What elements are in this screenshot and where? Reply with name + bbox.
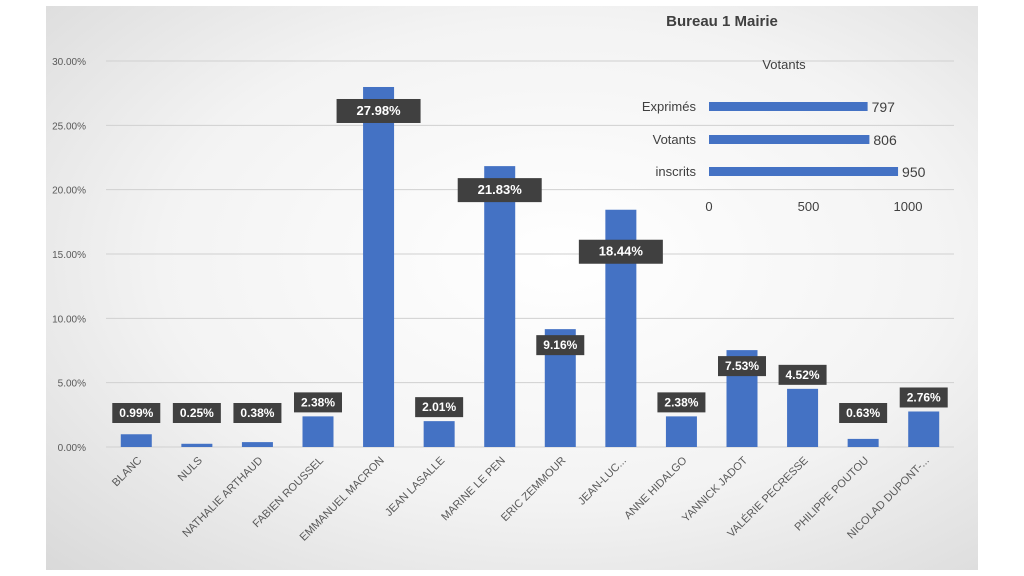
y-tick-label: 5.00% (58, 379, 86, 390)
data-label-box (457, 178, 542, 203)
inset-title: Votants (762, 57, 806, 72)
data-label: 2.38% (301, 395, 335, 409)
chart-area: 0.00% 5.00% 10.00% 15.00% 20.00% 25.00% 30.00%… (46, 6, 978, 570)
data-label: 4.52% (786, 368, 820, 382)
bar (787, 388, 819, 447)
inset-bar (709, 135, 870, 144)
inset-value-label: 950 (902, 164, 926, 180)
data-label-box (778, 364, 827, 385)
bar (484, 166, 516, 447)
data-label-box (112, 403, 161, 423)
data-label: 2.38% (664, 395, 698, 409)
y-tick-label: 15.00% (52, 250, 86, 261)
bar (847, 438, 879, 447)
bar (363, 86, 395, 448)
bar (423, 421, 455, 447)
inset-x-tick-label: 0 (705, 199, 712, 214)
chart-svg: 0.00% 5.00% 10.00% 15.00% 20.00% 25.00% 30.00%… (52, 13, 954, 544)
y-tick-label: 20.00% (52, 186, 86, 197)
data-label-box (294, 392, 342, 413)
data-label: 2.76% (907, 390, 941, 404)
x-tick-label: NULS (176, 455, 205, 484)
bar (181, 443, 213, 447)
data-label-box (336, 98, 421, 123)
inset-bar (709, 167, 899, 176)
inset-bars (709, 102, 899, 176)
inset-value-label: 806 (873, 132, 897, 148)
data-label-box (899, 387, 948, 408)
data-label: 21.83% (478, 182, 523, 197)
inset-category-label: inscrits (656, 164, 697, 179)
main-gridlines (106, 60, 954, 448)
data-label-box (233, 403, 282, 423)
data-label-box (657, 392, 706, 413)
data-label: 7.53% (725, 359, 759, 373)
bar (302, 416, 334, 447)
inset-x-tick-label: 1000 (894, 199, 923, 214)
y-tick-label: 25.00% (52, 121, 86, 132)
data-label: 2.01% (422, 400, 456, 414)
data-label: 18.44% (599, 244, 644, 259)
data-label-box (172, 403, 221, 423)
x-tick-label: MARINE LE PEN (439, 455, 508, 524)
data-label: 0.38% (240, 406, 274, 420)
y-tick-label: 10.00% (52, 314, 86, 325)
data-label: 27.98% (357, 103, 402, 118)
data-label-box (718, 356, 766, 377)
inset-bar (709, 102, 868, 111)
x-tick-label: JEAN LASALLE (383, 455, 447, 519)
data-label: 0.63% (846, 406, 880, 420)
y-tick-label: 30.00% (52, 57, 86, 68)
bar (120, 434, 152, 447)
inset-category-label: Exprimés (642, 99, 697, 114)
x-tick-label: BLANC (110, 455, 144, 489)
data-label-box (415, 397, 464, 418)
data-label: 9.16% (543, 338, 577, 352)
inset-x-tick-label: 500 (798, 199, 820, 214)
inset-x-tick-labels: 0 500 1000 (705, 199, 922, 214)
inset-value-labels: 797 806 950 (872, 99, 926, 180)
votants-inset-chart: Votants Exprimés Votants inscrits 797 806 95… (642, 57, 926, 214)
y-tick-label: 0.00% (58, 443, 86, 454)
main-y-tick-labels: 0.00% 5.00% 10.00% 15.00% 20.00% 25.00% 30.00% (52, 57, 86, 454)
inset-value-label: 797 (872, 99, 896, 115)
x-tick-label: ANNE HIDALGO (622, 454, 690, 522)
data-label: 0.25% (180, 406, 214, 420)
bar (908, 411, 940, 447)
x-tick-label: YANNICK JADOT (680, 454, 750, 524)
data-label-box (839, 403, 888, 423)
data-label-box (578, 239, 663, 264)
inset-category-label: Votants (653, 132, 697, 147)
x-tick-label: JEAN-LUC... (576, 455, 629, 508)
bar (241, 442, 273, 447)
x-tick-label: ERIC ZEMMOUR (499, 455, 568, 524)
main-data-labels: 0.99% 0.25% 0.38% 2.38% 27.98% 2.01% 21.83% 9.1… (112, 98, 948, 423)
data-label: 0.99% (119, 406, 153, 420)
bar (665, 416, 697, 447)
inset-category-labels: Exprimés Votants inscrits (642, 99, 697, 179)
chart-title: Bureau 1 Mairie (666, 13, 778, 30)
data-label-box (536, 335, 585, 356)
